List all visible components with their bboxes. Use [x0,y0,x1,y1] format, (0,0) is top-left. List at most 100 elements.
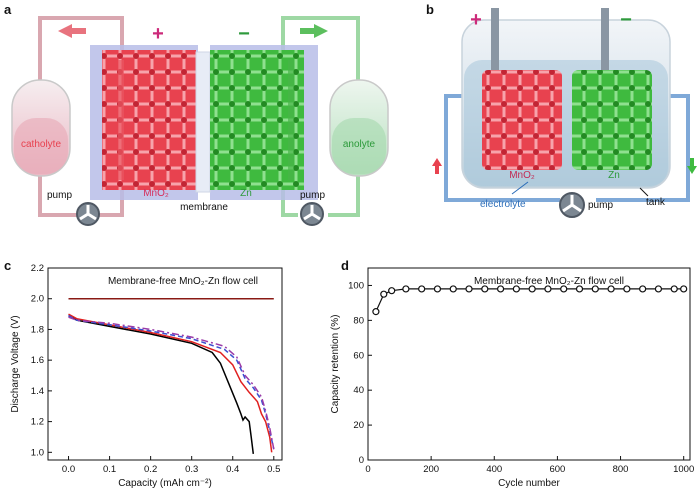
x-tick-label: 0.0 [62,464,75,475]
catholyte-loop [38,16,124,80]
data-point [512,285,520,293]
pump-right-label: pump [300,190,325,201]
zn-electrode-b [572,70,652,170]
zn-label: Zn [240,188,252,199]
panel-b: + − MnO₂ Zn electrolyte tank pump [432,8,697,218]
y-tick-label: 100 [348,280,364,291]
series-line-3 [68,314,275,450]
pump-left-icon [76,202,100,226]
panel-letter-d: d [341,258,349,273]
pump-b-icon [559,192,585,218]
chart-title: Membrane-free MnO₂-Zn flow cell [108,276,258,287]
membrane [195,51,211,193]
y-tick-label: 1.6 [31,355,44,366]
y-tick-label: 60 [353,350,364,361]
plus-sign: + [152,23,164,45]
plus-sign-b: + [470,9,482,31]
mno2-label-b: MnO₂ [509,170,535,181]
y-tick-label: 1.8 [31,324,44,335]
minus-sign: − [238,23,250,45]
y-tick-label: 20 [353,420,364,431]
x-tick-label: 0 [365,464,370,475]
y-axis-label: Capacity retention (%) [330,315,341,414]
electrolyte-label: electrolyte [480,199,526,210]
catholyte-label: catholyte [21,139,61,150]
data-point [591,285,599,293]
y-axis-label: Discharge Voltage (V) [10,315,21,412]
x-axis-label: Cycle number [498,478,560,489]
series-line-4 [68,316,275,450]
panel-letter-c: c [4,258,12,273]
data-point [418,285,426,293]
y-tick-label: 40 [353,385,364,396]
x-tick-label: 0.1 [103,464,116,475]
data-point [607,285,615,293]
data-point [544,285,552,293]
x-tick-label: 800 [613,464,629,475]
electrolyte-loop [444,94,690,202]
x-tick-label: 400 [486,464,502,475]
panel-a: catholyte anolyte + − MnO₂ Zn membrane p… [11,16,389,226]
up-arrow-icon [432,158,442,174]
x-tick-label: 200 [423,464,439,475]
chart-c: 0.0 0.1 0.2 0.3 0.4 0.5 1.0 1.2 1.4 1.6 1.8 2.0 2.2 C… [10,263,283,489]
membrane-label: membrane [180,202,228,213]
right-flow-arrow-icon [300,24,328,38]
mno2-electrode-b [482,70,562,170]
electrode-plus-rod [491,8,499,78]
data-point [433,285,442,293]
minus-sign-b: − [620,9,632,31]
y-tick-label: 2.2 [31,263,44,274]
left-flow-arrow-icon [58,24,86,38]
data-point [560,285,568,293]
data-point [496,285,505,293]
panel-letter-b: b [426,2,434,17]
plot-frame [47,267,283,461]
down-arrow-icon [687,158,697,174]
data-point [388,287,396,295]
pump-right-icon [300,202,324,226]
anolyte-loop [281,16,360,80]
data-point [575,285,584,293]
y-tick-label: 2.0 [31,294,44,305]
series-line-1 [68,314,255,454]
pump-left-label: pump [47,190,72,201]
anolyte-label: anolyte [343,139,376,150]
series-line-2 [68,313,273,453]
chart-title: Membrane-free MnO₂-Zn flow cell [474,276,624,287]
catholyte-return-loop [38,175,80,217]
y-tick-label: 1.4 [31,386,44,397]
x-tick-label: 1000 [673,464,694,475]
plot-frame [367,267,691,461]
x-axis-label: Capacity (mAh cm⁻²) [118,478,212,489]
panel-letter-a: a [4,2,12,17]
data-point [465,285,473,293]
x-tick-label: 0.3 [185,464,198,475]
mno2-label: MnO₂ [143,188,169,199]
data-point [670,285,678,293]
data-point [680,285,688,293]
x-tick-label: 0.2 [144,464,157,475]
data-point [654,285,663,293]
x-tick-label: 0.4 [226,464,239,475]
data-point [372,308,380,316]
tank-label: tank [646,197,666,208]
y-tick-label: 1.2 [31,417,44,428]
x-tick-label: 600 [549,464,565,475]
y-tick-label: 0 [359,455,364,466]
anolyte-return-loop [328,175,360,217]
y-tick-label: 80 [353,315,364,326]
retention-line [375,288,684,312]
data-point [402,285,410,293]
pump-b-label: pump [588,200,613,211]
electrode-minus-rod [601,8,609,78]
data-point [528,285,536,293]
x-tick-label: 0.5 [267,464,280,475]
data-point [623,285,631,293]
chart-d: 0 200 400 600 800 1000 0 20 40 60 80 100 Cycle numbe… [330,267,694,489]
data-point [481,285,489,293]
data-point [380,290,388,298]
mno2-electrode [102,50,196,190]
data-point [639,285,647,293]
